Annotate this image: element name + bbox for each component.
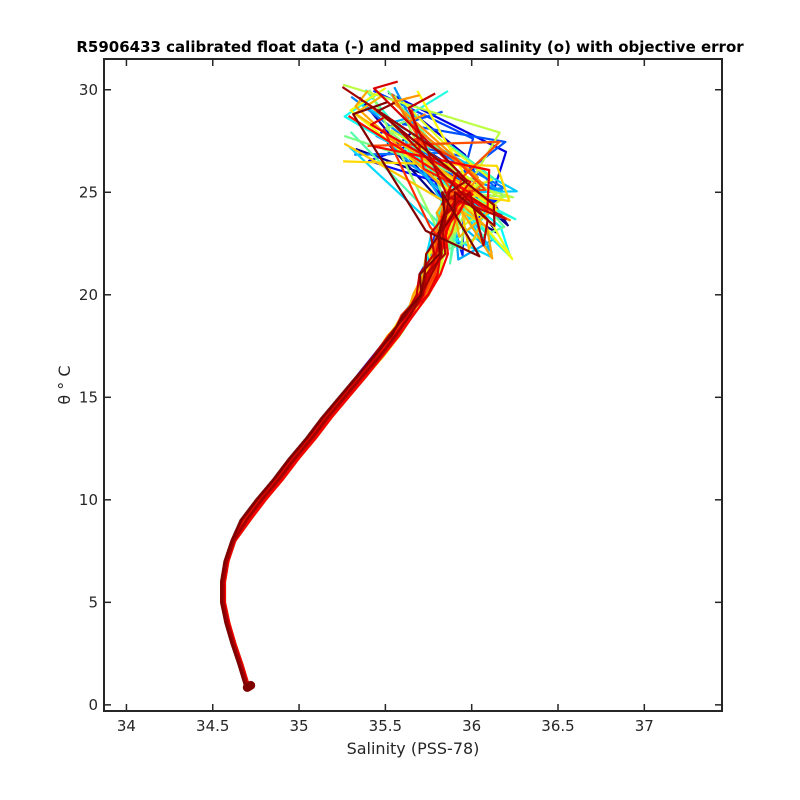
profile-line — [220, 101, 481, 687]
y-tick-label: 25 — [79, 183, 98, 201]
profile-line — [223, 145, 491, 687]
y-tick-label: 15 — [79, 388, 98, 406]
plot-area — [104, 59, 722, 711]
y-tick-label: 10 — [79, 491, 98, 509]
mapped-salinity-points — [242, 680, 256, 692]
mapped-salinity-point — [246, 680, 256, 690]
profiles-group — [220, 80, 518, 687]
x-tick-label: 35.5 — [369, 717, 402, 735]
x-axis-label: Salinity (PSS-78) — [347, 739, 480, 758]
plot-frame — [103, 58, 723, 712]
y-axis-label: θ ° C — [55, 365, 74, 404]
y-axis: 0 5 10 15 20 25 30 — [79, 81, 722, 714]
y-tick-label: 5 — [88, 593, 98, 611]
profile-line — [222, 86, 469, 687]
chart-title: R5906433 calibrated float data (-) and m… — [76, 38, 744, 56]
x-tick-label: 36 — [462, 717, 481, 735]
x-tick-label: 35 — [290, 717, 309, 735]
y-tick-label: 20 — [79, 286, 98, 304]
x-tick-label: 37 — [635, 717, 654, 735]
x-tick-label: 34.5 — [196, 717, 229, 735]
x-axis: 34 34.5 35 35.5 36 36.5 37 — [117, 59, 654, 735]
x-tick-label: 34 — [117, 717, 136, 735]
y-tick-label: 0 — [88, 696, 98, 714]
x-tick-label: 36.5 — [541, 717, 574, 735]
y-tick-label: 30 — [79, 81, 98, 99]
